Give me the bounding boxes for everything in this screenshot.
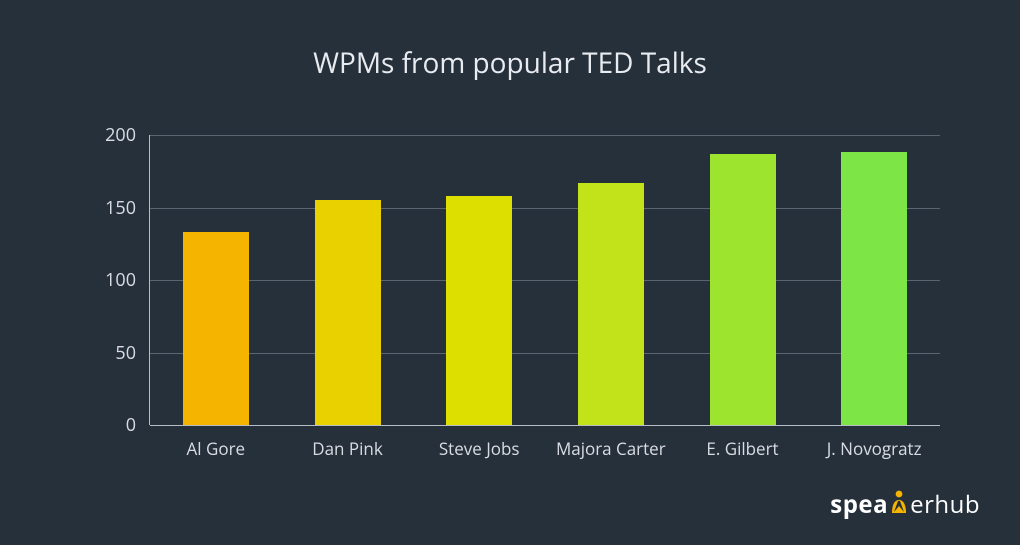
y-tick-label: 100	[76, 268, 136, 292]
x-axis-line	[150, 425, 940, 426]
y-tick-label: 150	[76, 196, 136, 220]
x-tick-label: Dan Pink	[278, 437, 418, 460]
x-tick-label: Al Gore	[146, 437, 286, 460]
plot-area: 050100150200Al GoreDan PinkSteve JobsMaj…	[150, 135, 940, 425]
speakerhub-logo: spea erhub	[830, 488, 980, 521]
x-tick-label: Majora Carter	[541, 437, 681, 460]
chart-canvas: WPMs from popular TED Talks 050100150200…	[0, 0, 1020, 545]
chart-title: WPMs from popular TED Talks	[0, 44, 1020, 82]
x-tick-label: Steve Jobs	[409, 437, 549, 460]
bar	[446, 196, 512, 425]
bar	[710, 154, 776, 425]
gridline	[150, 135, 940, 136]
logo-person-icon	[889, 488, 909, 521]
y-axis-line	[149, 135, 150, 425]
logo-text-right: erhub	[910, 488, 980, 521]
gridline	[150, 208, 940, 209]
bar	[183, 232, 249, 425]
x-tick-label: J. Novogratz	[804, 437, 944, 460]
gridline	[150, 280, 940, 281]
logo-text-left: spea	[830, 488, 888, 521]
gridline	[150, 353, 940, 354]
bar	[578, 183, 644, 425]
y-tick-label: 0	[76, 413, 136, 437]
bar	[841, 152, 907, 425]
bar	[315, 200, 381, 425]
x-tick-label: E. Gilbert	[673, 437, 813, 460]
y-tick-label: 50	[76, 341, 136, 365]
y-tick-label: 200	[76, 123, 136, 147]
